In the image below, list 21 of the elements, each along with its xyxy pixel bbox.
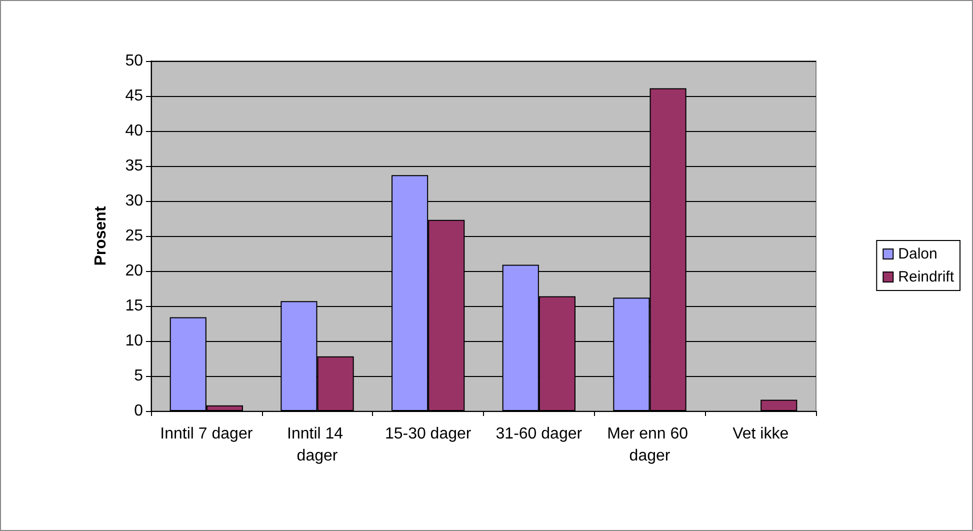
y-tick-label: 20 [125, 262, 144, 280]
y-tick-label: 30 [125, 192, 144, 210]
x-tick-label: Vet ikke [732, 426, 789, 442]
x-tick-label: Inntil 14 dager [287, 426, 348, 464]
x-tick-label: 31-60 dager [496, 426, 583, 442]
y-tick-label: 10 [125, 332, 144, 350]
y-tick-label: 50 [125, 52, 144, 70]
y-tick-label: 40 [125, 122, 144, 140]
y-tick-label: 45 [125, 88, 144, 104]
bar [760, 400, 798, 411]
y-tick-label: 15 [125, 298, 144, 314]
y-tick-label: 5 [134, 368, 144, 384]
x-tick-label: Inntil 7 dager [160, 426, 254, 442]
y-tick-label: 35 [125, 158, 144, 174]
legend-label: Dalon [898, 246, 938, 262]
x-tick-label: Mer enn 60 dager [607, 426, 692, 464]
legend-label: Reindrift [898, 268, 955, 286]
x-tick-label: 15-30 dager [384, 426, 472, 442]
y-tick-label: 25 [125, 228, 144, 244]
y-tick-label: 0 [134, 402, 144, 420]
y-axis-title: Prosent [92, 206, 110, 266]
